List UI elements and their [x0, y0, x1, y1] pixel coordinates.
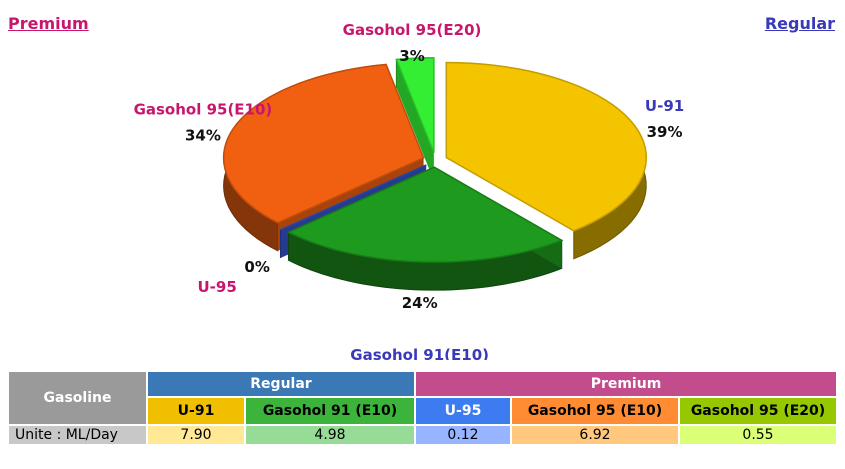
regular-link[interactable]: Regular [764, 14, 835, 33]
slice-wall [396, 59, 434, 181]
slice-name: U-95 [197, 278, 236, 296]
column-header: Gasohol 91 (E10) [244, 396, 416, 426]
row-label: Unite : ML/Day [7, 424, 148, 446]
group-header: Regular [146, 370, 416, 398]
column-header: Gasohol 95 (E10) [510, 396, 680, 426]
column-header: Gasohol 95 (E20) [678, 396, 838, 426]
cell: 0.12 [414, 424, 512, 446]
slice [445, 61, 647, 232]
slice [395, 57, 435, 154]
slice-value-label: 39% [647, 123, 683, 141]
slice [280, 164, 427, 231]
slice-name: Gasohol 95(E10) [134, 101, 273, 119]
cell: 7.90 [146, 424, 246, 446]
group-header: Premium [414, 370, 838, 398]
slice-tops [222, 57, 647, 263]
slice-value-label: 3% [399, 47, 424, 65]
slice [222, 63, 425, 224]
slice-value-label: 0% [244, 258, 269, 276]
data-table: Gasoline Regular Premium U-91 Gasohol 91… [7, 370, 838, 446]
chart: U-91 39% Gasohol 91(E10) 24% U-95 0% Gasohol 9… [134, 21, 685, 360]
slice-name: U-91 [645, 97, 684, 115]
slice-value-label: 24% [402, 294, 438, 312]
cell: 0.55 [678, 424, 838, 446]
cell: 6.92 [510, 424, 680, 446]
premium-link[interactable]: Premium [8, 14, 89, 33]
column-header: U-91 [146, 396, 246, 426]
slice-name: Gasohol 95(E20) [343, 21, 482, 39]
slice-name: Gasohol 91(E10) [350, 346, 489, 360]
corner: Gasoline [7, 370, 148, 426]
column-header: U-95 [414, 396, 512, 426]
slice-value-label: 34% [185, 127, 221, 145]
cell: 4.98 [244, 424, 416, 446]
slice [286, 166, 564, 263]
